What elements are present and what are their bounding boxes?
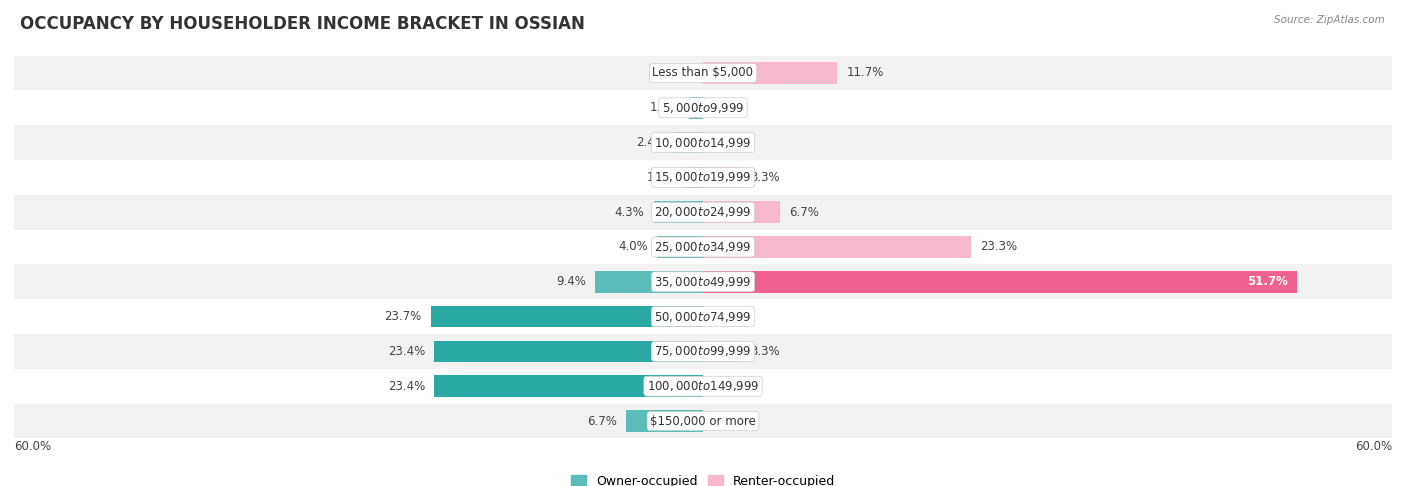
- Bar: [434, 341, 703, 362]
- Bar: [14, 229, 1392, 264]
- Bar: [14, 264, 1392, 299]
- Bar: [703, 167, 741, 188]
- Text: 23.7%: 23.7%: [384, 310, 422, 323]
- Bar: [595, 271, 703, 293]
- Text: $150,000 or more: $150,000 or more: [650, 415, 756, 428]
- Text: 0.0%: 0.0%: [713, 136, 742, 149]
- Bar: [703, 271, 1296, 293]
- Text: 0.0%: 0.0%: [713, 380, 742, 393]
- Bar: [657, 236, 703, 258]
- Bar: [654, 201, 703, 223]
- Legend: Owner-occupied, Renter-occupied: Owner-occupied, Renter-occupied: [567, 469, 839, 486]
- Bar: [675, 132, 703, 154]
- Text: 1.2%: 1.2%: [650, 101, 681, 114]
- Bar: [14, 299, 1392, 334]
- Text: 60.0%: 60.0%: [1355, 439, 1392, 452]
- Bar: [703, 341, 741, 362]
- Text: 23.3%: 23.3%: [980, 241, 1017, 254]
- Text: 23.4%: 23.4%: [388, 380, 425, 393]
- Text: 1.5%: 1.5%: [647, 171, 676, 184]
- Text: OCCUPANCY BY HOUSEHOLDER INCOME BRACKET IN OSSIAN: OCCUPANCY BY HOUSEHOLDER INCOME BRACKET …: [20, 15, 585, 33]
- Text: $10,000 to $14,999: $10,000 to $14,999: [654, 136, 752, 150]
- Text: 0.0%: 0.0%: [713, 415, 742, 428]
- Bar: [14, 334, 1392, 369]
- Bar: [686, 167, 703, 188]
- Bar: [14, 55, 1392, 90]
- Text: 11.7%: 11.7%: [846, 67, 884, 80]
- Text: $35,000 to $49,999: $35,000 to $49,999: [654, 275, 752, 289]
- Text: Source: ZipAtlas.com: Source: ZipAtlas.com: [1274, 15, 1385, 25]
- Bar: [689, 97, 703, 119]
- Text: 60.0%: 60.0%: [14, 439, 51, 452]
- Bar: [703, 236, 970, 258]
- Bar: [14, 403, 1392, 438]
- Text: 6.7%: 6.7%: [789, 206, 818, 219]
- Bar: [703, 62, 838, 84]
- Text: 0.0%: 0.0%: [664, 67, 693, 80]
- Bar: [430, 306, 703, 328]
- Text: $5,000 to $9,999: $5,000 to $9,999: [662, 101, 744, 115]
- Text: 23.4%: 23.4%: [388, 345, 425, 358]
- Bar: [14, 369, 1392, 403]
- Bar: [626, 410, 703, 432]
- Text: $20,000 to $24,999: $20,000 to $24,999: [654, 205, 752, 219]
- Bar: [14, 160, 1392, 195]
- Bar: [14, 195, 1392, 229]
- Text: 51.7%: 51.7%: [1247, 275, 1288, 288]
- Text: $25,000 to $34,999: $25,000 to $34,999: [654, 240, 752, 254]
- Text: 2.4%: 2.4%: [637, 136, 666, 149]
- Text: 4.0%: 4.0%: [619, 241, 648, 254]
- Text: $100,000 to $149,999: $100,000 to $149,999: [647, 379, 759, 393]
- Bar: [14, 90, 1392, 125]
- Text: 4.3%: 4.3%: [614, 206, 644, 219]
- Text: 3.3%: 3.3%: [749, 171, 780, 184]
- Text: 0.0%: 0.0%: [713, 101, 742, 114]
- Text: 9.4%: 9.4%: [555, 275, 586, 288]
- Text: Less than $5,000: Less than $5,000: [652, 67, 754, 80]
- Bar: [434, 375, 703, 397]
- Text: $75,000 to $99,999: $75,000 to $99,999: [654, 345, 752, 358]
- Text: 3.3%: 3.3%: [749, 345, 780, 358]
- Bar: [703, 201, 780, 223]
- Bar: [14, 125, 1392, 160]
- Text: 6.7%: 6.7%: [588, 415, 617, 428]
- Text: 0.0%: 0.0%: [713, 310, 742, 323]
- Text: $50,000 to $74,999: $50,000 to $74,999: [654, 310, 752, 324]
- Text: $15,000 to $19,999: $15,000 to $19,999: [654, 171, 752, 184]
